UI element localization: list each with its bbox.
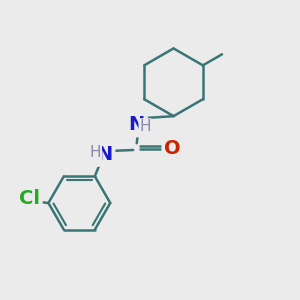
Text: H: H [139, 119, 151, 134]
Text: N: N [96, 145, 112, 164]
Text: Cl: Cl [19, 189, 40, 208]
Text: N: N [129, 116, 145, 134]
Text: H: H [90, 146, 101, 160]
Text: O: O [164, 139, 181, 158]
